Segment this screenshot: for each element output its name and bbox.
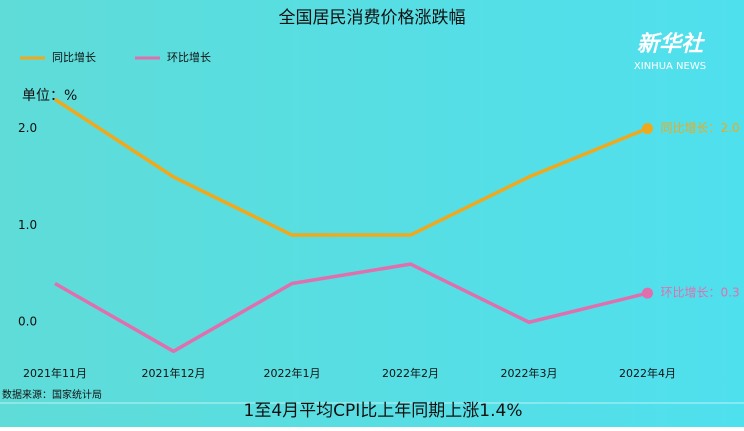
point [642, 287, 653, 299]
logo: 新华社 [637, 31, 706, 57]
line [54, 262, 648, 354]
x-tick-label: 2021年12月 [142, 366, 206, 380]
y-tick-label: 0.0 [18, 315, 37, 329]
data-label: 环比增长：0.3 [661, 286, 740, 300]
legend-label: 同比增长 [52, 50, 96, 64]
y-axis-label: 单位：% [22, 88, 77, 104]
footnote: 1至4月平均CPI比上年同期上涨1.4% [244, 401, 523, 421]
y-tick-label: 1.0 [18, 218, 37, 232]
x-tick-label: 2022年2月 [382, 366, 439, 380]
x-tick-label: 2021年11月 [23, 366, 87, 380]
legend-label: 环比增长 [167, 50, 211, 64]
point [642, 122, 653, 134]
x-tick-label: 2022年1月 [264, 366, 321, 380]
x-tick-label: 2022年3月 [501, 366, 558, 380]
line [54, 97, 649, 237]
chart-title: 全国居民消费价格涨跌幅 [279, 8, 466, 28]
y-tick-label: 2.0 [18, 121, 37, 135]
logo-sub: XINHUA NEWS [634, 61, 706, 72]
data-label: 同比增长：2.0 [661, 121, 740, 135]
source: 数据来源：国家统计局 [2, 388, 102, 401]
x-tick-label: 2022年4月 [619, 366, 676, 380]
